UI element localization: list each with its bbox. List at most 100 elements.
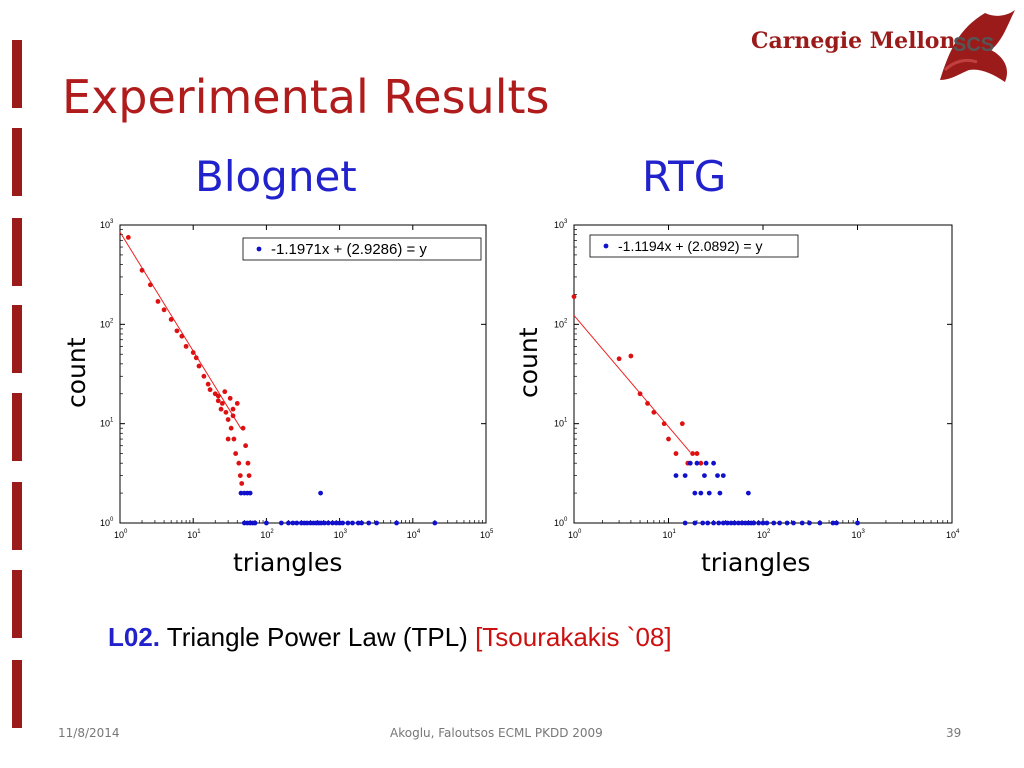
data-point [764, 520, 770, 526]
legend-marker [603, 243, 609, 249]
data-point [616, 356, 622, 362]
data-point [234, 400, 240, 406]
y-tick-label: 103 [554, 219, 568, 230]
data-point [694, 460, 700, 466]
caption-label: L02. [108, 622, 161, 652]
chart-rtg-ylabel: count [514, 327, 543, 398]
accent-bar [12, 570, 22, 638]
data-point [222, 389, 228, 395]
x-tick-label: 103 [852, 529, 866, 540]
data-point [777, 520, 783, 526]
chart-title-blognet: Blognet [195, 152, 357, 201]
data-point [807, 520, 812, 526]
data-point [673, 473, 679, 479]
data-point [245, 460, 251, 466]
data-point [147, 282, 153, 288]
data-point [690, 451, 696, 456]
data-point [345, 520, 351, 526]
accent-bar [12, 40, 22, 108]
accent-bar [12, 482, 22, 550]
y-tick-label: 100 [554, 517, 568, 528]
data-point [330, 520, 335, 526]
y-tick-label: 101 [554, 418, 568, 429]
x-tick-label: 105 [480, 529, 494, 540]
fit-line [119, 231, 242, 429]
caption-text: Triangle Power Law (TPL) [166, 622, 468, 652]
data-point [703, 460, 709, 466]
data-point [394, 520, 399, 526]
data-point [215, 393, 221, 399]
data-point [225, 417, 231, 422]
data-point [290, 520, 296, 526]
x-tick-label: 102 [260, 529, 274, 540]
data-point [238, 490, 244, 496]
data-point [240, 425, 246, 431]
legend-label: -1.1971x + (2.9286) = y [271, 241, 427, 258]
data-point [694, 451, 700, 456]
data-point [679, 421, 685, 427]
chart-blognet-ylabel: count [62, 337, 91, 408]
data-point [716, 520, 722, 526]
data-point [223, 409, 229, 415]
data-point [661, 421, 667, 427]
logo-text: Carnegie Mellon [751, 28, 956, 54]
data-point [830, 520, 836, 526]
data-point [705, 520, 711, 526]
data-point [760, 520, 766, 526]
y-tick-label: 102 [554, 318, 568, 329]
data-point [196, 363, 202, 369]
data-point [355, 520, 361, 526]
x-tick-label: 101 [663, 529, 677, 540]
data-point [179, 333, 185, 339]
data-point [666, 436, 671, 442]
data-point [698, 490, 704, 496]
chart-title-rtg: RTG [642, 152, 727, 201]
x-tick-label: 102 [757, 529, 771, 540]
data-point [692, 490, 698, 496]
griffin-icon [940, 10, 1015, 82]
caption: L02. Triangle Power Law (TPL) [Tsourakak… [108, 622, 672, 653]
y-tick-label: 103 [100, 219, 114, 230]
data-point [700, 520, 706, 526]
data-point [628, 353, 634, 359]
data-point [243, 443, 249, 449]
data-point [834, 520, 839, 526]
data-point [228, 425, 234, 431]
data-point [771, 520, 777, 526]
data-point [571, 294, 577, 300]
data-point [645, 400, 650, 406]
data-point [161, 307, 167, 313]
data-point [168, 317, 174, 322]
chart-rtg-xlabel: triangles [701, 548, 811, 577]
data-point [322, 520, 327, 526]
data-point [682, 473, 688, 479]
legend-marker [256, 246, 262, 252]
data-point [183, 343, 189, 349]
data-point [333, 520, 339, 526]
accent-bar [12, 305, 22, 373]
data-point [651, 409, 657, 415]
data-point [205, 381, 211, 387]
x-tick-label: 100 [568, 529, 582, 540]
data-point [318, 490, 323, 496]
data-point [784, 520, 790, 526]
y-tick-label: 100 [100, 517, 114, 528]
fit-line [573, 315, 691, 453]
data-point [732, 520, 737, 526]
data-point [350, 520, 355, 526]
data-point [340, 520, 346, 526]
data-point [374, 520, 379, 526]
data-point [717, 490, 723, 496]
data-point [687, 460, 693, 466]
data-point [207, 387, 213, 393]
data-point [246, 473, 252, 479]
data-point [673, 451, 679, 456]
data-point [702, 473, 707, 479]
data-point [230, 406, 236, 412]
data-point [720, 473, 726, 479]
data-point [247, 490, 253, 496]
data-point [751, 520, 757, 526]
data-point [325, 520, 331, 526]
data-point [278, 520, 284, 526]
data-point [728, 520, 734, 526]
